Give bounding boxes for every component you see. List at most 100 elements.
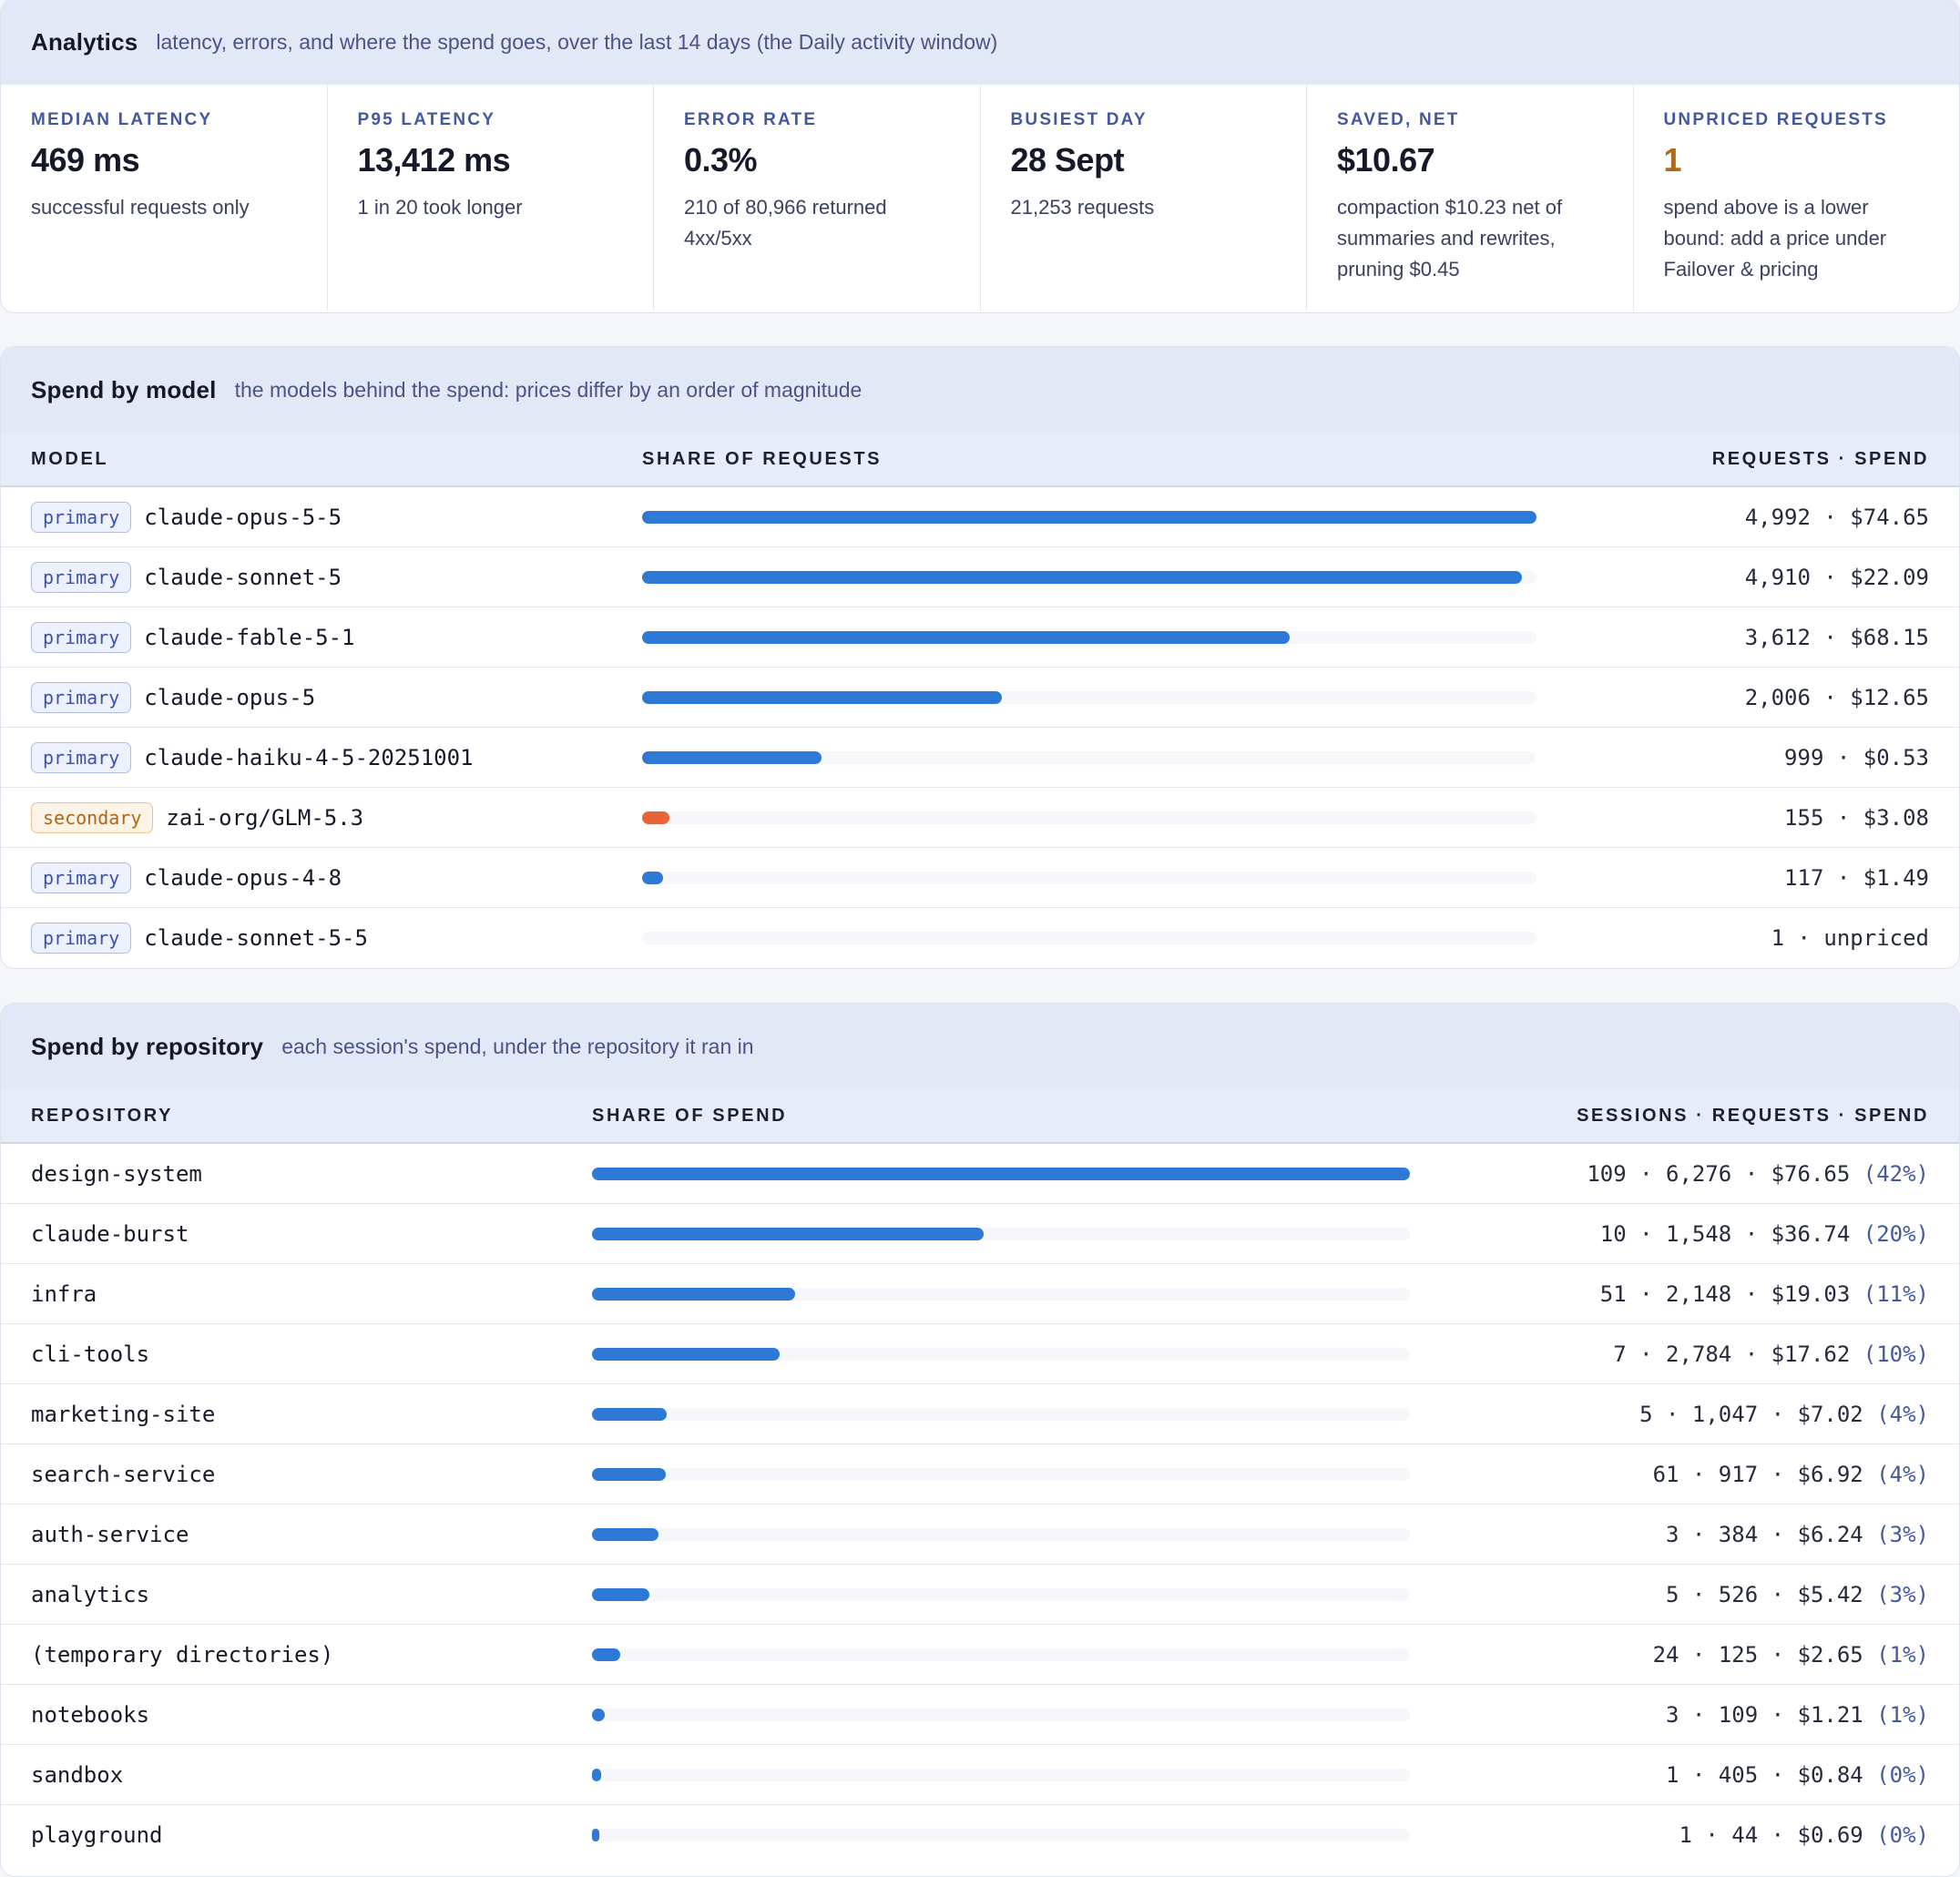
table-row[interactable]: playground 1 · 44 · $0.69 (0%) <box>1 1805 1959 1865</box>
kpi-label: MEDIAN LATENCY <box>31 110 213 129</box>
sessions-requests-spend-value: 109 · 6,276 · $76.65 (42%) <box>1587 1161 1929 1187</box>
table-row[interactable]: (temporary directories) 24 · 125 · $2.65 … <box>1 1625 1959 1685</box>
table-row[interactable]: primary claude-opus-5 2,006 · $12.65 <box>1 668 1959 728</box>
model-name: claude-opus-4-8 <box>144 864 342 891</box>
table-row[interactable]: infra 51 · 2,148 · $19.03 (11%) <box>1 1264 1959 1324</box>
model-name-cell: primary claude-sonnet-5-5 <box>31 923 368 954</box>
model-name: claude-fable-5-1 <box>144 624 355 650</box>
kpi-row: MEDIAN LATENCY 469 ms successful request… <box>1 85 1959 311</box>
repository-name: search-service <box>31 1461 216 1487</box>
kpi-note: 21,253 requests <box>1010 196 1155 219</box>
table-row[interactable]: marketing-site 5 · 1,047 · $7.02 (4%) <box>1 1384 1959 1444</box>
model-name: claude-sonnet-5 <box>144 564 342 590</box>
table-row[interactable]: primary claude-opus-5-5 4,992 · $74.65 <box>1 487 1959 547</box>
share-bar <box>592 1528 659 1541</box>
repository-name: (temporary directories) <box>31 1641 334 1668</box>
table-row[interactable]: primary claude-fable-5-1 3,612 · $68.15 <box>1 607 1959 668</box>
share-bar <box>592 1829 600 1841</box>
share-bar-track <box>592 1769 1410 1781</box>
spend-by-repository-card: Spend by repository each session's spend… <box>0 1003 1960 1877</box>
stats-text: 5 · 1,047 · $7.02 <box>1639 1401 1863 1427</box>
share-bar-track <box>642 631 1536 644</box>
model-name: claude-opus-5 <box>144 684 316 710</box>
share-bar <box>592 1648 621 1661</box>
spend-percent: (4%) <box>1876 1461 1929 1487</box>
model-name-cell: primary claude-fable-5-1 <box>31 621 355 653</box>
column-header-repository: REPOSITORY <box>31 1105 174 1126</box>
table-row[interactable]: search-service 61 · 917 · $6.92 (4%) <box>1 1444 1959 1505</box>
kpi-value: $10.67 <box>1337 141 1435 179</box>
table-row[interactable]: notebooks 3 · 109 · $1.21 (1%) <box>1 1685 1959 1745</box>
share-bar <box>592 1588 650 1601</box>
sessions-requests-spend-value: 61 · 917 · $6.92 (4%) <box>1653 1462 1929 1487</box>
table-row[interactable]: cli-tools 7 · 2,784 · $17.62 (10%) <box>1 1324 1959 1384</box>
table-row[interactable]: design-system 109 · 6,276 · $76.65 (42%) <box>1 1144 1959 1204</box>
sessions-requests-spend-value: 1 · 44 · $0.69 (0%) <box>1679 1822 1929 1848</box>
model-name-cell: primary claude-sonnet-5 <box>31 561 342 593</box>
tier-badge: primary <box>31 741 132 773</box>
kpi-value: 0.3% <box>684 141 758 179</box>
table-row[interactable]: sandbox 1 · 405 · $0.84 (0%) <box>1 1745 1959 1805</box>
tier-badge: primary <box>31 621 132 653</box>
table-row[interactable]: secondary zai-org/GLM-5.3 155 · $3.08 <box>1 788 1959 848</box>
sessions-requests-spend-value: 5 · 526 · $5.42 (3%) <box>1666 1582 1929 1607</box>
table-row[interactable]: primary claude-sonnet-5-5 1 · unpriced <box>1 908 1959 968</box>
kpi-label: BUSIEST DAY <box>1010 110 1148 129</box>
sessions-requests-spend-value: 3 · 109 · $1.21 (1%) <box>1666 1702 1929 1728</box>
kpi-busiest-day: BUSIEST DAY 28 Sept 21,253 requests <box>981 85 1307 311</box>
spend-by-repository-header: Spend by repository each session's spend… <box>1 1004 1959 1089</box>
stats-text: 7 · 2,784 · $17.62 <box>1613 1341 1851 1367</box>
spend-by-repository-title: Spend by repository <box>31 1032 264 1060</box>
model-name-cell: primary claude-opus-5-5 <box>31 501 342 533</box>
table-row[interactable]: primary claude-haiku-4-5-20251001 999 · $0… <box>1 728 1959 788</box>
sessions-requests-spend-value: 10 · 1,548 · $36.74 (20%) <box>1600 1221 1929 1247</box>
share-bar-track <box>592 1709 1410 1721</box>
kpi-label: SAVED, NET <box>1337 110 1460 129</box>
share-bar-track <box>592 1588 1410 1601</box>
repository-name: analytics <box>31 1581 150 1607</box>
model-table-header: MODEL SHARE OF REQUESTS REQUESTS · SPEND <box>1 433 1959 487</box>
kpi-value: 469 ms <box>31 141 140 179</box>
requests-spend-value: 1 · unpriced <box>1771 925 1929 951</box>
table-row[interactable]: auth-service 3 · 384 · $6.24 (3%) <box>1 1505 1959 1565</box>
repository-table-body: design-system 109 · 6,276 · $76.65 (42%) c… <box>1 1144 1959 1865</box>
column-header-share: SHARE OF REQUESTS <box>642 448 883 469</box>
kpi-p95-latency: P95 LATENCY 13,412 ms 1 in 20 took longe… <box>328 85 654 311</box>
share-bar <box>642 811 670 824</box>
share-bar <box>592 1168 1410 1180</box>
table-row[interactable]: claude-burst 10 · 1,548 · $36.74 (20%) <box>1 1204 1959 1264</box>
share-bar-track <box>592 1528 1410 1541</box>
share-bar <box>592 1408 668 1421</box>
repository-name: cli-tools <box>31 1341 150 1367</box>
stats-text: 10 · 1,548 · $36.74 <box>1599 1220 1851 1247</box>
spend-percent: (11%) <box>1863 1280 1929 1307</box>
requests-spend-value: 4,992 · $74.65 <box>1744 504 1929 530</box>
requests-spend-value: 2,006 · $12.65 <box>1744 684 1929 710</box>
requests-spend-value: 3,612 · $68.15 <box>1744 624 1929 650</box>
repository-name: sandbox <box>31 1761 124 1788</box>
stats-text: 109 · 6,276 · $76.65 <box>1587 1160 1851 1187</box>
share-bar-track <box>592 1829 1410 1841</box>
repository-name: marketing-site <box>31 1401 216 1427</box>
share-bar <box>642 691 1002 704</box>
share-bar-track <box>592 1288 1410 1301</box>
kpi-median-latency: MEDIAN LATENCY 469 ms successful request… <box>1 85 328 311</box>
spend-percent: (0%) <box>1876 1822 1929 1848</box>
table-row[interactable]: primary claude-sonnet-5 4,910 · $22.09 <box>1 547 1959 607</box>
repository-name: notebooks <box>31 1701 150 1728</box>
kpi-label: UNPRICED REQUESTS <box>1663 110 1888 129</box>
tier-badge: primary <box>31 561 132 593</box>
stats-text: 1 · 44 · $0.69 <box>1679 1822 1863 1848</box>
share-bar-track <box>642 571 1536 584</box>
stats-text: 3 · 109 · $1.21 <box>1666 1701 1863 1728</box>
sessions-requests-spend-value: 1 · 405 · $0.84 (0%) <box>1666 1762 1929 1788</box>
kpi-value: 1 <box>1663 141 1682 179</box>
tier-badge: primary <box>31 681 132 713</box>
table-row[interactable]: analytics 5 · 526 · $5.42 (3%) <box>1 1565 1959 1625</box>
table-row[interactable]: primary claude-opus-4-8 117 · $1.49 <box>1 848 1959 908</box>
share-bar <box>642 872 664 884</box>
kpi-saved-net: SAVED, NET $10.67 compaction $10.23 net … <box>1307 85 1634 311</box>
model-name: claude-haiku-4-5-20251001 <box>144 744 474 770</box>
stats-text: 1 · 405 · $0.84 <box>1666 1761 1863 1788</box>
kpi-note: spend above is a lower bound: add a pric… <box>1663 196 1887 281</box>
